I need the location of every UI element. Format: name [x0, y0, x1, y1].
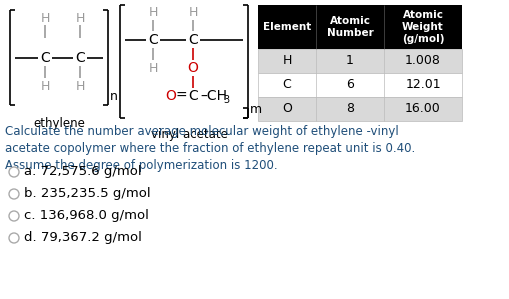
Text: H: H — [75, 11, 84, 25]
Bar — [258, 49, 461, 73]
Text: C: C — [75, 51, 84, 65]
Text: 8: 8 — [345, 103, 353, 115]
Text: a. 72,575.6 g/mol: a. 72,575.6 g/mol — [24, 166, 142, 179]
Text: d. 79,367.2 g/mol: d. 79,367.2 g/mol — [24, 231, 142, 245]
Text: n: n — [110, 90, 118, 103]
Text: O: O — [165, 89, 176, 103]
Circle shape — [9, 233, 19, 243]
Text: –CH: –CH — [200, 89, 227, 103]
Text: O: O — [187, 61, 198, 75]
Text: m: m — [249, 103, 262, 116]
Text: Atomic
Number: Atomic Number — [326, 16, 373, 38]
Text: C: C — [148, 33, 158, 47]
Text: b. 235,235.5 g/mol: b. 235,235.5 g/mol — [24, 187, 150, 201]
Text: O: O — [281, 103, 291, 115]
Text: C: C — [40, 51, 50, 65]
Text: c. 136,968.0 g/mol: c. 136,968.0 g/mol — [24, 210, 149, 222]
Circle shape — [9, 211, 19, 221]
Text: 1: 1 — [346, 54, 353, 68]
Text: C: C — [188, 89, 197, 103]
Text: 16.00: 16.00 — [404, 103, 440, 115]
Bar — [258, 73, 461, 97]
Text: C: C — [282, 79, 291, 91]
Text: =: = — [175, 89, 186, 103]
Text: 3: 3 — [222, 95, 229, 105]
Text: H: H — [75, 80, 84, 92]
Text: 6: 6 — [346, 79, 353, 91]
Text: H: H — [148, 62, 157, 74]
Bar — [258, 97, 461, 121]
Text: 12.01: 12.01 — [404, 79, 440, 91]
Text: H: H — [40, 80, 49, 92]
Text: Calculate the number average molecular weight of ethylene -vinyl
acetate copolym: Calculate the number average molecular w… — [5, 125, 414, 172]
Text: ethylene: ethylene — [33, 117, 85, 130]
Circle shape — [9, 189, 19, 199]
Text: Element: Element — [262, 22, 310, 32]
Text: 1.008: 1.008 — [404, 54, 440, 68]
Text: H: H — [188, 7, 197, 19]
Circle shape — [9, 167, 19, 177]
Bar — [258, 5, 461, 49]
Text: H: H — [40, 11, 49, 25]
Text: Atomic
Weight
(g/mol): Atomic Weight (g/mol) — [401, 10, 443, 44]
Text: H: H — [148, 7, 157, 19]
Text: vinyl acetate: vinyl acetate — [150, 128, 227, 141]
Text: H: H — [282, 54, 291, 68]
Text: C: C — [188, 33, 197, 47]
